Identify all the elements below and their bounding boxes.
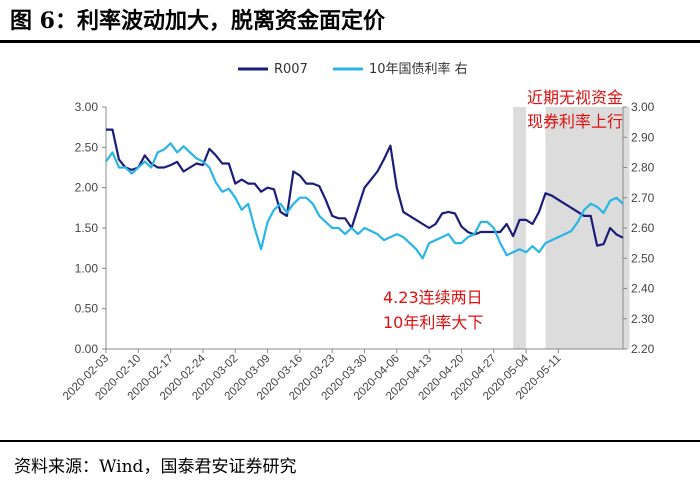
left-tick-label: 0.00 xyxy=(75,342,99,356)
left-tick-label: 1.50 xyxy=(75,221,99,235)
annotation-line: 近期无视资金 xyxy=(527,88,623,107)
annotation-line: 4.23连续两日 xyxy=(383,288,483,307)
right-tick-label: 3.00 xyxy=(631,100,655,114)
right-tick-label: 2.70 xyxy=(631,191,655,205)
right-tick-label: 2.90 xyxy=(631,130,655,144)
series-line-r007 xyxy=(106,128,624,247)
left-tick-label: 1.00 xyxy=(75,261,99,275)
right-tick-label: 2.30 xyxy=(631,312,655,326)
left-tick-label: 0.50 xyxy=(75,302,99,316)
left-tick-label: 2.00 xyxy=(75,181,99,195)
title-rule xyxy=(0,40,700,43)
legend-label: R007 xyxy=(274,62,308,77)
left-tick-label: 3.00 xyxy=(75,100,99,114)
right-tick-label: 2.50 xyxy=(631,251,655,265)
left-tick-label: 2.50 xyxy=(75,140,99,154)
source-note: 资料来源：Wind，国泰君安证券研究 xyxy=(14,457,297,477)
legend-label: 10年国债利率 右 xyxy=(369,61,468,77)
chart-canvas: 0.00 0.50 1.00 1.50 2.00 2.50 3.00 2.20 2.30 2.40… xyxy=(61,61,655,403)
right-tick-label: 2.20 xyxy=(631,342,655,356)
right-tick-label: 2.60 xyxy=(631,221,655,235)
shaded-region-1 xyxy=(545,107,630,349)
figure-title: 图 6：利率波动加大，脱离资金面定价 xyxy=(10,8,385,34)
annotation-line: 10年利率大下 xyxy=(383,313,483,332)
right-tick-label: 2.40 xyxy=(631,282,655,296)
right-tick-label: 2.80 xyxy=(631,161,655,175)
series-line-10y-treasury xyxy=(105,142,624,260)
source-rule xyxy=(0,440,700,442)
annotation-line: 现券利率上行 xyxy=(527,112,623,131)
shaded-region-0 xyxy=(513,107,527,349)
